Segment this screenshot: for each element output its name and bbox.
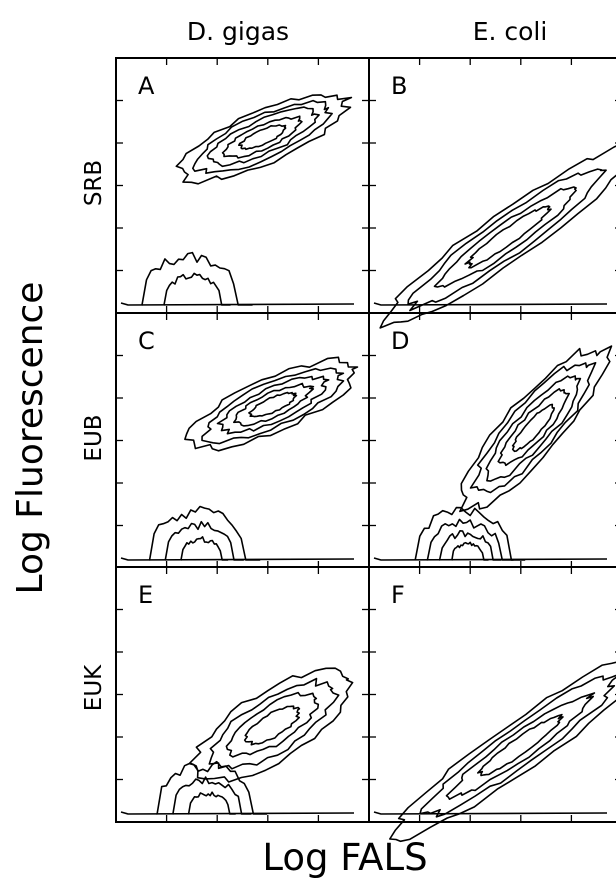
contour-b-1-1: [379, 145, 616, 329]
contour-c-2-1: [148, 505, 261, 561]
contour-d-1-3: [485, 375, 582, 482]
contour-b-1-4: [464, 205, 552, 269]
contour-d-1-2: [469, 362, 597, 494]
contour-a-2-1: [141, 251, 253, 306]
contour-d-1-5: [511, 403, 555, 453]
column-label-d-gigas: D. gigas: [187, 17, 289, 46]
contour-f-1-4: [477, 713, 564, 777]
baseline-contour: [373, 557, 608, 561]
panel-a: A: [120, 72, 355, 306]
panel-label-d: D: [391, 327, 409, 355]
panel-label-f: F: [391, 581, 405, 609]
contour-c-2-2: [164, 520, 245, 561]
panel-c: C: [120, 327, 359, 561]
contour-d-1-4: [497, 388, 570, 467]
contour-c-1-2: [201, 367, 345, 445]
panel-label-e: E: [138, 581, 153, 609]
contour-f-1-1: [389, 661, 616, 843]
row-label-euk: EUK: [81, 664, 107, 711]
y-axis-title: Log Fluorescence: [10, 282, 51, 595]
contour-c-1-4: [233, 382, 315, 427]
contour-d-2-4: [451, 541, 490, 561]
tick-marks: [116, 58, 616, 822]
contour-d-2-1: [414, 506, 526, 561]
panel-label-a: A: [138, 72, 155, 100]
contour-a-2-2: [163, 272, 231, 306]
row-label-eub: EUB: [81, 414, 107, 461]
x-axis-title: Log FALS: [262, 836, 427, 879]
panels: A B C D E F: [120, 72, 616, 843]
baseline-contour: [373, 811, 608, 815]
contour-b-1-2: [407, 168, 607, 312]
contour-d-2-2: [426, 518, 514, 561]
contour-e-2-2: [172, 776, 253, 815]
contour-d-1-1: [459, 345, 613, 513]
contour-c-1-3: [216, 375, 330, 435]
baseline-contour: [373, 302, 608, 306]
column-label-e-coli: E. coli: [473, 17, 548, 46]
panel-label-b: B: [391, 72, 407, 100]
contour-e-1-4: [243, 705, 301, 746]
panel-label-c: C: [138, 327, 155, 355]
baseline-contour: [120, 811, 355, 815]
panel-d: D: [373, 327, 613, 561]
contour-e-2-1: [156, 760, 268, 815]
contour-c-2-3: [180, 536, 229, 561]
contour-d-2-3: [438, 530, 502, 561]
contour-c-1-1: [184, 356, 359, 452]
contour-e-1-3: [225, 691, 320, 758]
contour-a-1-2: [192, 99, 333, 174]
contour-a-1-4: [221, 115, 303, 159]
contour-b-1-3: [433, 186, 577, 288]
contour-f-1-3: [445, 692, 596, 800]
contour-a-1-1: [175, 94, 353, 185]
contour-a-1-3: [206, 106, 320, 168]
baseline-contour: [120, 557, 355, 561]
contour-a-1-5: [238, 124, 287, 151]
row-label-srb: SRB: [81, 160, 107, 206]
baseline-contour: [120, 302, 355, 306]
panel-f: F: [373, 581, 616, 843]
panel-b: B: [373, 72, 616, 329]
contour-e-1-2: [208, 677, 340, 770]
contour-f-1-2: [419, 674, 616, 818]
plot-frame: [115, 57, 616, 823]
contour-e-2-3: [187, 791, 237, 815]
contour-c-1-5: [248, 391, 298, 418]
panel-e: E: [120, 581, 355, 815]
